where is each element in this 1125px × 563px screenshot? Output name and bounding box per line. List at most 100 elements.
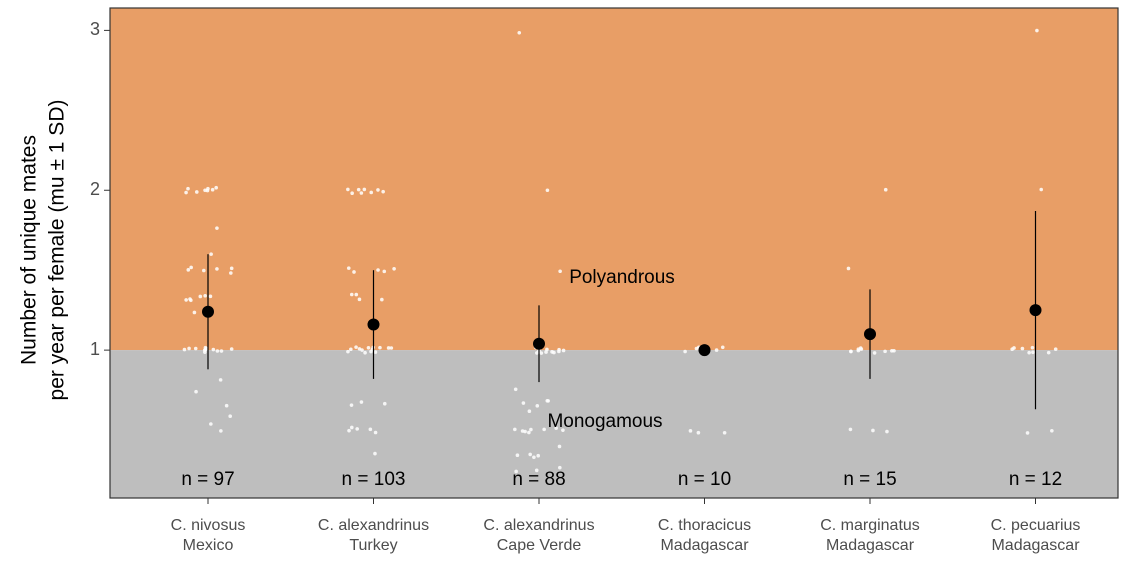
data-point [557, 349, 561, 354]
x-tick-label: C. alexandrinus [483, 517, 594, 534]
data-point [211, 347, 216, 352]
data-point [521, 401, 526, 405]
data-point [558, 465, 562, 470]
data-point [224, 403, 229, 408]
data-point [373, 451, 377, 456]
data-point [186, 268, 191, 272]
data-point [228, 414, 232, 419]
data-point [187, 346, 191, 351]
data-point [545, 188, 550, 193]
data-point [550, 350, 554, 354]
y-tick-label: 1 [90, 339, 100, 359]
data-point [203, 188, 207, 193]
data-point [558, 269, 562, 274]
data-point [846, 266, 851, 271]
data-point [192, 310, 197, 315]
n-label: n = 97 [181, 469, 234, 490]
data-point [382, 269, 387, 274]
data-point [381, 189, 385, 194]
data-point [859, 347, 864, 351]
data-point [359, 191, 364, 195]
data-point [203, 293, 207, 298]
data-point [1030, 345, 1035, 350]
data-point [215, 226, 219, 230]
data-point [349, 347, 353, 352]
data-point [714, 348, 719, 352]
mean-point [202, 305, 214, 318]
data-point [346, 187, 350, 192]
data-point [189, 265, 193, 270]
data-point [354, 345, 358, 349]
data-point [883, 187, 888, 192]
data-point [389, 346, 394, 350]
n-label: n = 103 [342, 469, 406, 490]
data-point [188, 297, 192, 301]
data-point [229, 271, 233, 275]
data-point [209, 422, 213, 426]
data-point [218, 378, 223, 382]
data-point [1031, 350, 1035, 355]
data-point [182, 347, 187, 352]
data-point [1050, 428, 1054, 433]
data-point [517, 30, 522, 35]
data-point [392, 266, 396, 271]
data-point [688, 429, 693, 433]
data-point [229, 347, 234, 351]
x-tick-label: Madagascar [991, 537, 1080, 554]
data-point [373, 430, 378, 435]
data-point [362, 187, 367, 192]
data-point [194, 389, 198, 394]
data-point [219, 349, 224, 353]
data-point [369, 349, 373, 354]
data-point [350, 191, 354, 195]
data-point [219, 429, 223, 433]
data-point [350, 425, 354, 430]
mean-point [533, 337, 545, 350]
data-point [1027, 350, 1031, 355]
data-point [386, 346, 391, 350]
data-point [208, 294, 213, 299]
data-point [883, 349, 887, 354]
data-point [546, 399, 550, 403]
data-point [203, 347, 208, 352]
x-tick-label: C. pecuarius [991, 517, 1081, 534]
data-point [194, 190, 199, 194]
y-axis-title: per year per female (mu ± 1 SD) [46, 100, 69, 401]
x-tick-label: Cape Verde [497, 537, 582, 554]
data-point [856, 348, 861, 353]
data-point [514, 469, 518, 474]
data-point [186, 186, 190, 191]
data-point [561, 348, 566, 353]
data-point [534, 468, 539, 473]
x-tick-label: C. marginatus [820, 517, 920, 534]
data-point [382, 401, 387, 406]
n-label: n = 15 [843, 469, 896, 490]
data-point [184, 298, 188, 302]
y-axis-title: Number of unique mates [18, 135, 41, 365]
data-point [557, 444, 562, 449]
data-point [346, 349, 350, 354]
data-point [349, 403, 354, 407]
data-point [722, 430, 727, 435]
data-point [871, 428, 875, 433]
data-point [349, 292, 354, 297]
data-point [527, 409, 532, 413]
data-point [206, 186, 210, 191]
data-point [872, 351, 877, 355]
data-point [1010, 347, 1014, 352]
data-point [527, 430, 531, 435]
monogamous-region [110, 350, 1118, 498]
data-point [369, 190, 374, 195]
data-point [528, 452, 532, 457]
data-point [683, 349, 687, 354]
mean-point [698, 344, 711, 357]
data-point [515, 453, 520, 458]
data-point [215, 349, 220, 353]
data-point [363, 350, 367, 355]
data-point [1046, 350, 1051, 355]
data-point [357, 297, 362, 302]
mean-point [864, 328, 876, 341]
x-tick-label: C. alexandrinus [318, 517, 429, 534]
data-point [536, 453, 541, 458]
data-point [848, 427, 853, 432]
